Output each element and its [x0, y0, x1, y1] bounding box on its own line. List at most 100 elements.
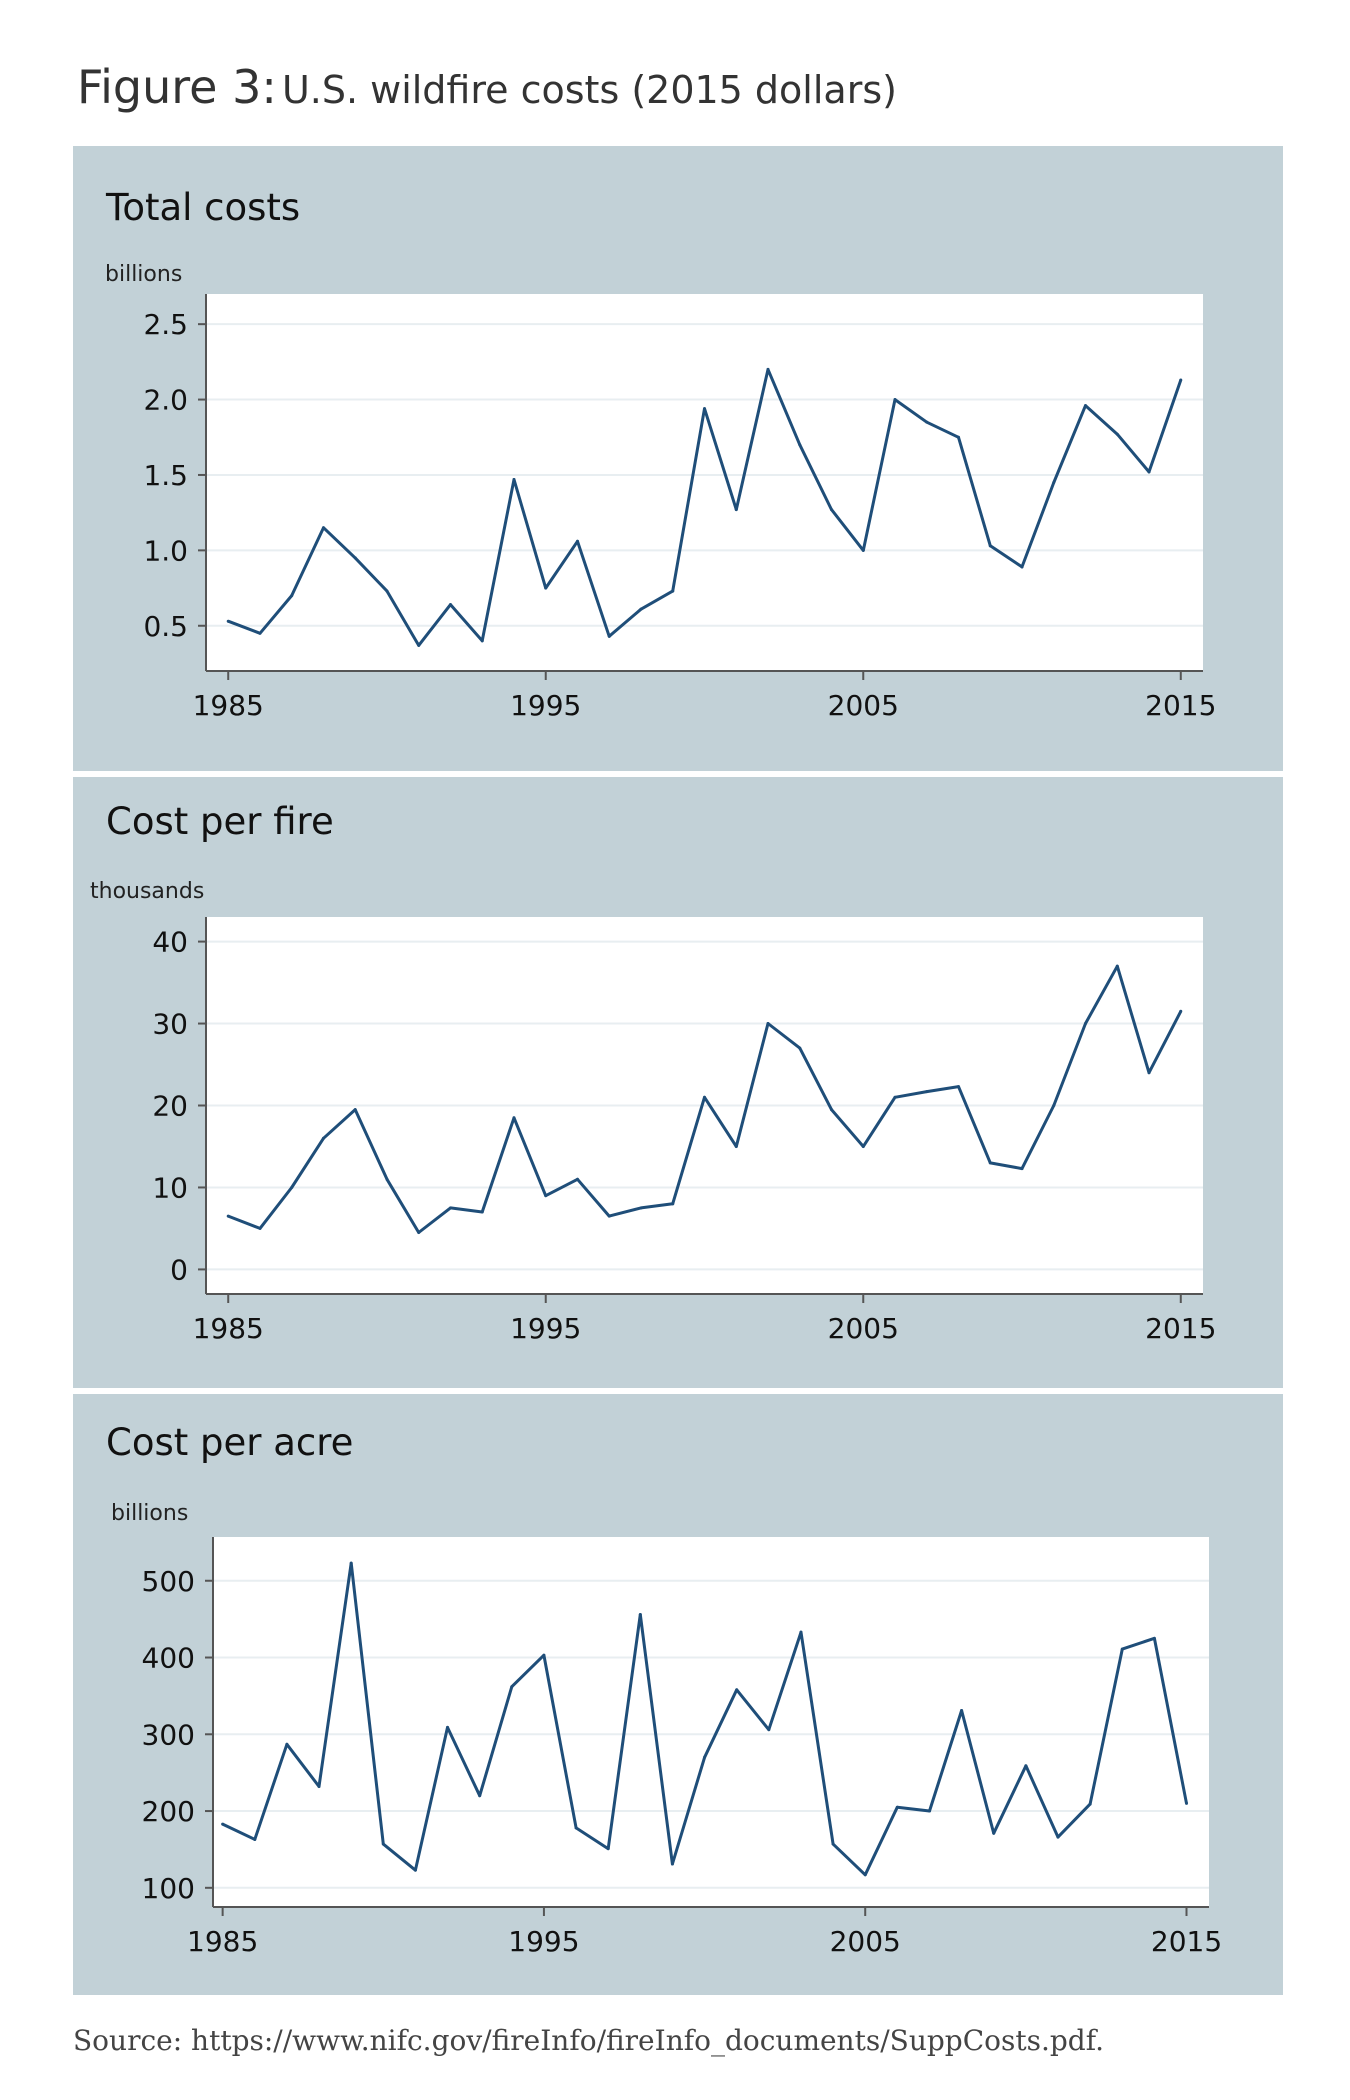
data-point: [671, 589, 675, 593]
y-tick-label: 500: [142, 1565, 195, 1598]
data-point: [639, 1206, 643, 1210]
cost-per-fire-panel: Cost per fire thousands 0 10 20 30 40 1985 199…: [73, 777, 1283, 1388]
data-point: [1115, 432, 1119, 436]
panel-title: Cost per fire: [106, 800, 334, 843]
data-point: [925, 420, 929, 424]
data-point: [478, 1794, 482, 1798]
y-tick-label: 30: [152, 1008, 188, 1041]
data-point: [1147, 470, 1151, 474]
data-point: [927, 1809, 931, 1813]
y-unit-label: thousands: [90, 879, 205, 904]
total-costs-panel: Total costs billions 0.5 1.0 1.5 2.0 2.5 1985…: [73, 146, 1283, 771]
cost-per-acre-panel: Cost per acre billions 100 200 300 400 500 19…: [73, 1394, 1283, 1995]
data-point: [1052, 1104, 1056, 1107]
data-point: [512, 1116, 516, 1120]
data-point: [703, 407, 706, 411]
y-tick-label: 0: [170, 1253, 188, 1286]
x-tick-label: 1995: [508, 1925, 579, 1958]
data-point: [544, 586, 548, 590]
data-point: [799, 1630, 803, 1634]
data-point: [863, 1873, 867, 1877]
data-point: [1020, 1167, 1024, 1171]
data-point: [607, 1214, 611, 1218]
data-point: [446, 1725, 450, 1729]
data-point: [385, 1177, 389, 1181]
data-point: [893, 398, 897, 402]
data-point: [353, 556, 357, 560]
data-point: [607, 634, 611, 638]
data-point: [480, 639, 484, 643]
data-point: [638, 1613, 642, 1617]
y-tick-label: 2.0: [143, 384, 188, 417]
plot-area: [213, 1537, 1209, 1907]
figure-title-lead: Figure 3:: [77, 60, 277, 114]
y-tick-label: 10: [152, 1171, 188, 1204]
y-tick-label: 300: [142, 1718, 195, 1751]
x-tick-label: 1985: [187, 1925, 258, 1958]
data-point: [734, 508, 738, 512]
data-point: [448, 603, 452, 607]
data-point: [830, 1108, 834, 1112]
data-point: [317, 1784, 321, 1788]
data-point: [606, 1847, 610, 1851]
data-point: [670, 1862, 674, 1866]
x-tick-label: 1985: [193, 1312, 264, 1345]
plot-area: [206, 294, 1203, 671]
data-point: [734, 1144, 738, 1148]
data-point: [735, 1688, 739, 1692]
x-tick-label: 2005: [828, 1312, 899, 1345]
data-point: [893, 1095, 897, 1099]
x-tick-label: 1985: [193, 689, 264, 722]
source-note: Source: https://www.nifc.gov/fireInfo/fi…: [73, 2024, 1104, 2057]
x-tick-label: 2005: [828, 689, 899, 722]
y-tick-label: 1.5: [143, 459, 188, 492]
x-tick-label: 2005: [830, 1925, 901, 1958]
y-unit-label: billions: [111, 1501, 189, 1526]
data-point: [960, 1708, 964, 1712]
y-tick-label: 200: [142, 1795, 195, 1828]
data-point: [512, 477, 516, 481]
x-tick-label: 2015: [1151, 1925, 1222, 1958]
data-point: [895, 1805, 899, 1809]
y-unit-label: billions: [105, 262, 183, 287]
data-point: [1020, 565, 1024, 569]
figure-title: Figure 3: U.S. wildfire costs (2015 doll…: [77, 60, 897, 114]
data-point: [1179, 378, 1183, 382]
data-point: [290, 1185, 294, 1189]
data-point: [417, 1231, 421, 1235]
data-point: [767, 1728, 771, 1732]
data-point: [639, 607, 643, 611]
data-point: [413, 1868, 417, 1872]
data-point: [253, 1837, 257, 1841]
data-point: [861, 548, 865, 552]
data-point: [1152, 1636, 1156, 1640]
data-point: [798, 443, 802, 447]
data-point: [988, 1161, 992, 1165]
y-tick-label: 40: [152, 926, 188, 959]
data-point: [510, 1685, 514, 1689]
data-point: [830, 508, 834, 512]
data-point: [353, 1108, 357, 1112]
data-point: [1179, 1009, 1183, 1013]
data-point: [290, 594, 294, 598]
data-point: [381, 1842, 385, 1846]
figure-title-text: U.S. wildfire costs (2015 dollars): [281, 68, 897, 112]
x-tick-label: 2015: [1145, 1312, 1216, 1345]
data-point: [861, 1144, 865, 1148]
data-point: [703, 1095, 706, 1099]
data-point: [417, 643, 421, 647]
data-point: [1052, 481, 1056, 484]
data-point: [766, 367, 770, 371]
y-tick-label: 400: [142, 1642, 195, 1675]
data-point: [575, 1177, 579, 1181]
data-point: [957, 435, 961, 439]
total-costs-chart: 0.5 1.0 1.5 2.0 2.5 1985 1995 2005 2015: [143, 294, 1216, 722]
x-tick-label: 2015: [1145, 689, 1216, 722]
data-point: [1024, 1764, 1028, 1768]
data-point: [1147, 1071, 1151, 1075]
data-point: [925, 1090, 929, 1094]
data-point: [1115, 964, 1119, 968]
y-tick-label: 2.5: [143, 308, 188, 341]
y-tick-label: 100: [142, 1872, 195, 1905]
data-point: [671, 1202, 675, 1206]
